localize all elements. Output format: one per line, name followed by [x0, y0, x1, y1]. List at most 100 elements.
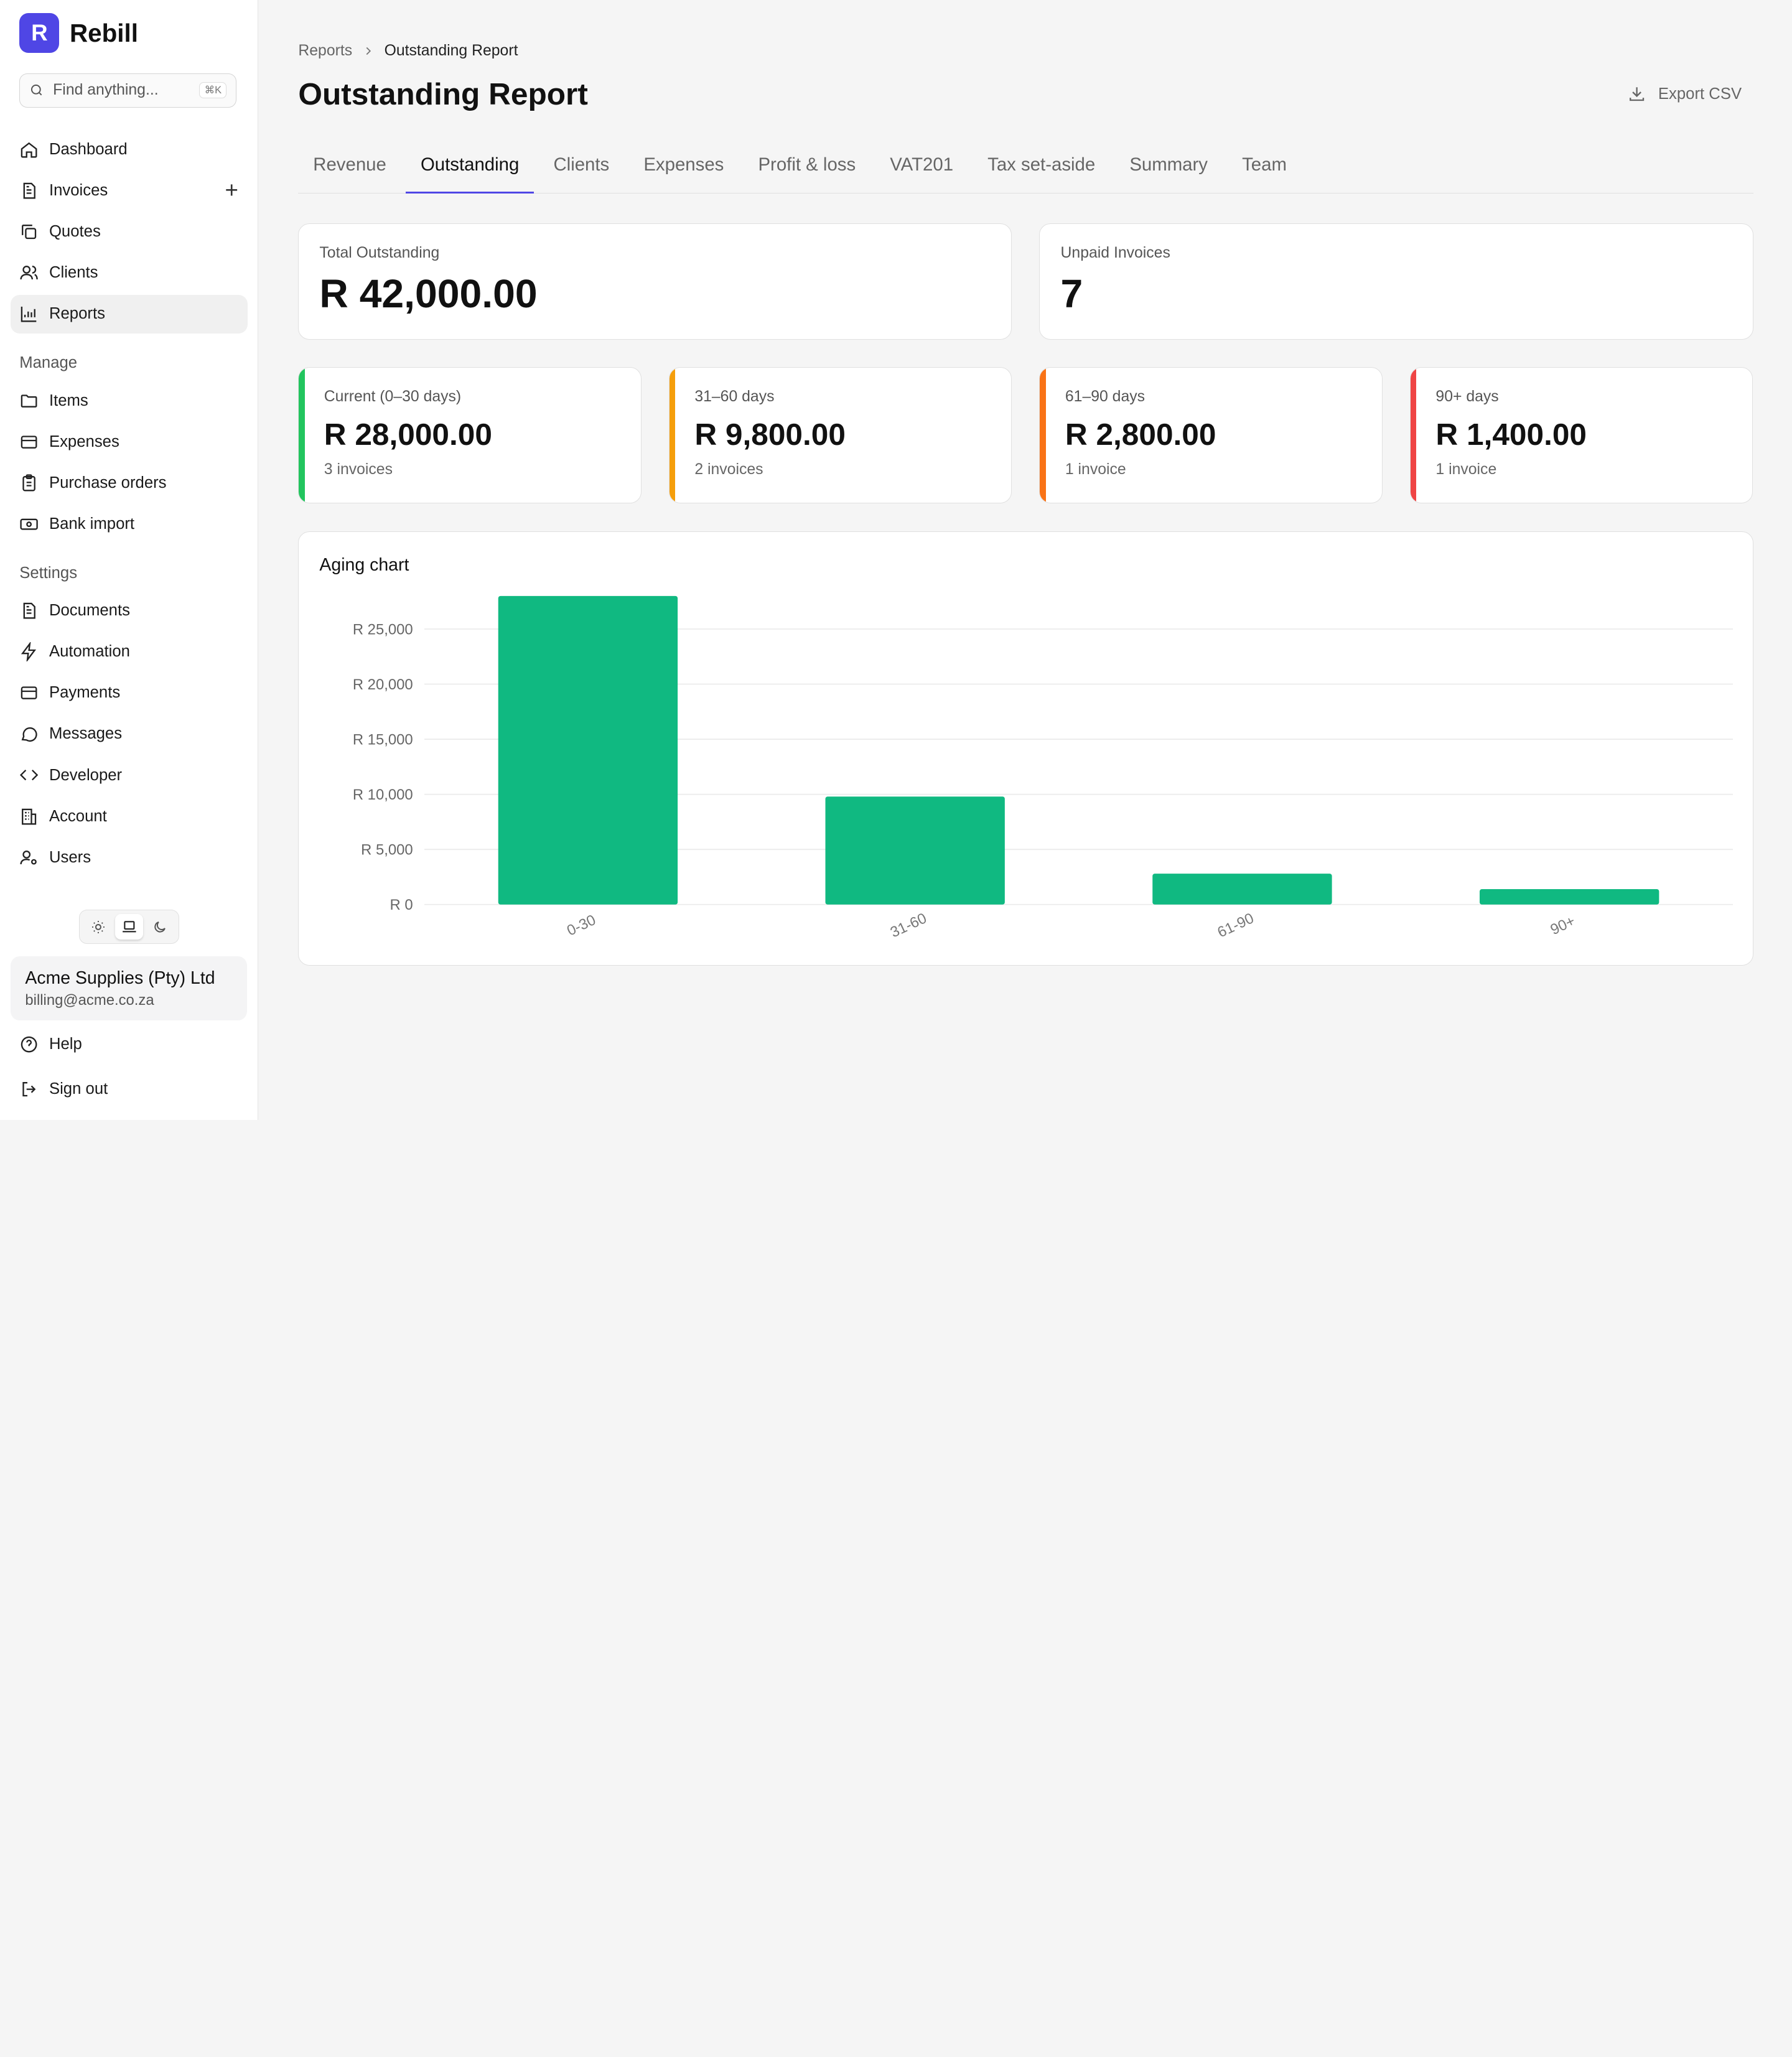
bottom-nav-help-wrap: Help — [11, 1025, 247, 1066]
page-title: Outstanding Report — [298, 77, 588, 112]
brand[interactable]: R Rebill — [19, 13, 247, 54]
nav-label: Documents — [49, 602, 130, 620]
chart-bar — [825, 796, 1006, 905]
unpaid-invoices-label: Unpaid Invoices — [1060, 244, 1170, 261]
search-shortcut: ⌘K — [199, 82, 227, 98]
nav-item-account[interactable]: Account — [11, 797, 248, 836]
chart-bar — [1480, 889, 1659, 905]
aging-value: R 9,800.00 — [694, 416, 846, 452]
aging-value: R 1,400.00 — [1435, 416, 1587, 452]
tab-vat201[interactable]: VAT201 — [890, 154, 954, 175]
aging-count: 2 invoices — [694, 461, 763, 478]
bottom-nav-signout-wrap: Sign out — [11, 1070, 247, 1111]
search-input[interactable] — [53, 82, 190, 100]
x-tick-label: 31-60 — [888, 910, 930, 941]
tab-tax-set-aside[interactable]: Tax set-aside — [987, 154, 1096, 175]
nav-item-items[interactable]: Items — [11, 381, 248, 420]
moon-icon[interactable] — [146, 914, 174, 939]
lightning-icon — [21, 642, 37, 662]
x-tick-label: 0-30 — [564, 912, 599, 940]
nav-item-users[interactable]: Users — [11, 838, 248, 877]
y-tick-label: R 0 — [390, 897, 413, 913]
nav-label: Invoices — [49, 182, 108, 200]
aging-card-90-plus: 90+ days R 1,400.00 1 invoice — [1410, 366, 1753, 503]
x-tick-label: 90+ — [1548, 913, 1578, 939]
tab-revenue[interactable]: Revenue — [313, 154, 386, 175]
nav-item-expenses[interactable]: Expenses — [11, 422, 248, 461]
nav-item-reports[interactable]: Reports — [10, 294, 248, 334]
aging-stripe — [299, 367, 305, 503]
manage-section-label: Manage — [19, 354, 78, 372]
aging-card-61-90: 61–90 days R 2,800.00 1 invoice — [1039, 366, 1383, 503]
sign-out-icon — [22, 1081, 36, 1096]
theme-toggle[interactable] — [78, 910, 180, 945]
export-csv-button[interactable]: Export CSV — [1627, 84, 1742, 103]
message-icon — [21, 727, 37, 742]
nav-item-clients[interactable]: Clients — [11, 254, 248, 292]
search-icon — [30, 85, 42, 96]
y-tick-label: R 15,000 — [353, 732, 413, 749]
chart-bar — [1152, 874, 1332, 905]
aging-label: 31–60 days — [694, 388, 775, 406]
total-outstanding-label: Total Outstanding — [319, 244, 440, 261]
nav-item-messages[interactable]: Messages — [11, 715, 248, 753]
nav-item-purchase-orders[interactable]: Purchase orders — [11, 464, 248, 502]
nav-item-documents[interactable]: Documents — [11, 591, 248, 630]
clipboard-icon — [22, 474, 36, 492]
tab-profit-loss[interactable]: Profit & loss — [758, 154, 856, 175]
nav-item-quotes[interactable]: Quotes — [11, 213, 248, 251]
nav-item-bank-import[interactable]: Bank import — [11, 505, 248, 543]
total-outstanding-value: R 42,000.00 — [319, 271, 538, 317]
chart-icon — [21, 307, 37, 322]
tab-team[interactable]: Team — [1242, 154, 1287, 175]
brand-name: Rebill — [70, 18, 138, 47]
y-tick-label: R 10,000 — [353, 786, 413, 803]
nav-item-automation[interactable]: Automation — [11, 633, 248, 671]
chart-bar — [498, 596, 678, 905]
account-name: Acme Supplies (Pty) Ltd — [25, 968, 215, 988]
tab-summary[interactable]: Summary — [1129, 154, 1208, 175]
nav-label: Expenses — [49, 432, 119, 450]
breadcrumb-current: Outstanding Report — [384, 42, 518, 59]
nav-label: Help — [49, 1035, 82, 1053]
document-icon — [23, 602, 36, 619]
nav-label: Bank import — [49, 515, 135, 533]
nav-label: Sign out — [49, 1080, 108, 1098]
y-tick-label: R 25,000 — [353, 622, 413, 638]
account-card[interactable]: Acme Supplies (Pty) Ltd billing@acme.co.… — [10, 956, 247, 1021]
nav-item-help[interactable]: Help — [11, 1025, 247, 1064]
tab-expenses[interactable]: Expenses — [643, 154, 724, 175]
laptop-icon[interactable] — [115, 914, 143, 940]
aging-card-31-60: 31–60 days R 9,800.00 2 invoices — [668, 366, 1012, 503]
sun-icon[interactable] — [85, 914, 112, 939]
export-csv-label: Export CSV — [1658, 85, 1742, 103]
tab-outstanding[interactable]: Outstanding — [406, 143, 534, 194]
brand-logo: R — [19, 13, 60, 54]
nav-item-invoices[interactable]: Invoices + — [11, 171, 248, 210]
aging-value: R 2,800.00 — [1065, 416, 1216, 452]
aging-stripe — [1411, 367, 1417, 503]
unpaid-invoices-value: 7 — [1060, 271, 1083, 317]
nav-item-developer[interactable]: Developer — [11, 756, 248, 795]
nav-label: Automation — [49, 643, 130, 661]
x-tick-label: 61-90 — [1215, 910, 1257, 941]
user-gear-icon — [20, 850, 37, 865]
aging-stripe — [1040, 367, 1046, 503]
aging-label: Current (0–30 days) — [324, 388, 462, 406]
tab-clients[interactable]: Clients — [553, 154, 610, 175]
search-box[interactable]: ⌘K — [19, 73, 237, 108]
breadcrumb-parent[interactable]: Reports — [298, 42, 353, 59]
unpaid-invoices-card: Unpaid Invoices 7 — [1039, 223, 1753, 340]
add-invoice-icon[interactable]: + — [225, 177, 238, 203]
settings-section-label: Settings — [19, 564, 78, 582]
nav-item-payments[interactable]: Payments — [11, 674, 248, 712]
code-icon — [20, 770, 39, 781]
settings-nav: Documents Automation Payments Messages D… — [11, 591, 248, 877]
document-icon — [23, 182, 36, 199]
help-icon — [21, 1036, 37, 1053]
aging-stripe — [669, 367, 676, 503]
folder-icon — [21, 394, 37, 408]
nav-item-sign-out[interactable]: Sign out — [11, 1070, 247, 1108]
nav-item-dashboard[interactable]: Dashboard — [11, 130, 248, 169]
